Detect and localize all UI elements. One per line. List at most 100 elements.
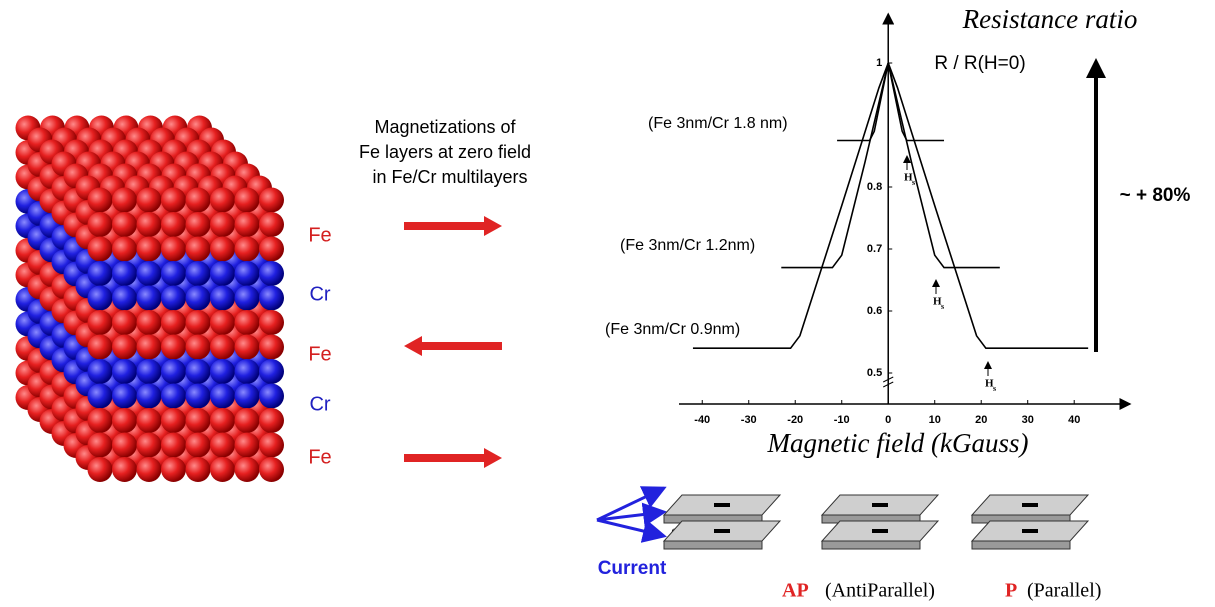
p-text: (Parallel) — [1027, 580, 1101, 602]
y-tick-label: 0.8 — [867, 181, 882, 193]
atom — [112, 359, 137, 384]
atom — [161, 212, 186, 237]
x-tick-label: 10 — [929, 414, 941, 426]
atom — [259, 310, 284, 335]
atom — [88, 433, 113, 458]
atom — [186, 457, 211, 482]
atom — [112, 188, 137, 213]
magnetization-arrows — [404, 216, 502, 468]
current-label: Current — [598, 558, 667, 579]
atom — [112, 237, 137, 262]
layer-label: Cr — [309, 393, 330, 415]
atom — [210, 310, 235, 335]
atom — [210, 433, 235, 458]
atom — [112, 408, 137, 433]
atom — [210, 188, 235, 213]
plate-slot — [1022, 503, 1038, 507]
atom — [161, 384, 186, 409]
atom — [161, 457, 186, 482]
atom — [235, 335, 260, 360]
annotation-sub: s — [993, 384, 996, 393]
caption-line: Fe layers at zero field — [359, 142, 531, 162]
layer-plates — [664, 495, 1088, 549]
atom — [235, 384, 260, 409]
atom — [259, 408, 284, 433]
atom — [112, 310, 137, 335]
atom — [186, 384, 211, 409]
atom — [210, 457, 235, 482]
atom — [186, 359, 211, 384]
x-tick-label: -10 — [834, 414, 850, 426]
atom — [88, 261, 113, 286]
plate-slot — [714, 529, 730, 533]
series-label: (Fe 3nm/Cr 0.9nm) — [605, 321, 740, 338]
y-tick-label: 0.5 — [867, 367, 882, 379]
chart-subtitle: R / R(H=0) — [934, 53, 1025, 74]
atom — [235, 359, 260, 384]
x-tick-label: -20 — [787, 414, 803, 426]
atom — [137, 384, 162, 409]
caption-line: Magnetizations of — [374, 117, 516, 137]
atom — [235, 286, 260, 311]
atom — [210, 237, 235, 262]
atom — [259, 188, 284, 213]
atom — [88, 212, 113, 237]
x-axis-label: Magnetic field (kGauss) — [767, 428, 1029, 458]
atom — [88, 359, 113, 384]
plate-side — [822, 541, 920, 549]
layer-label: Fe — [308, 446, 331, 468]
series-label: (Fe 3nm/Cr 1.2nm) — [620, 237, 755, 254]
atom — [259, 212, 284, 237]
atom — [210, 212, 235, 237]
x-tick-label: -40 — [694, 414, 710, 426]
atom — [210, 384, 235, 409]
atom — [186, 188, 211, 213]
layer-label: Fe — [308, 224, 331, 246]
atom — [112, 286, 137, 311]
atom — [137, 212, 162, 237]
atom — [186, 335, 211, 360]
atom — [161, 286, 186, 311]
atom — [210, 335, 235, 360]
atom — [112, 457, 137, 482]
plate-slot — [872, 503, 888, 507]
x-tick-label: 0 — [885, 414, 891, 426]
y-tick-label: 0.7 — [867, 243, 882, 255]
layer-label: Cr — [309, 283, 330, 305]
atom — [235, 212, 260, 237]
atom — [137, 457, 162, 482]
atom — [88, 384, 113, 409]
atom — [112, 433, 137, 458]
atom — [259, 384, 284, 409]
atom — [210, 359, 235, 384]
atom — [235, 433, 260, 458]
atom — [259, 286, 284, 311]
atom — [161, 310, 186, 335]
atom — [112, 335, 137, 360]
atom — [186, 212, 211, 237]
atom — [112, 261, 137, 286]
atom — [186, 286, 211, 311]
atom — [161, 408, 186, 433]
atom — [161, 237, 186, 262]
plate-side — [664, 541, 762, 549]
atom — [137, 310, 162, 335]
atom — [137, 408, 162, 433]
x-tick-label: 30 — [1022, 414, 1034, 426]
atom — [137, 359, 162, 384]
atom — [137, 433, 162, 458]
atom — [137, 261, 162, 286]
atom — [235, 237, 260, 262]
plate-slot — [714, 503, 730, 507]
multilayer-stack — [16, 116, 285, 483]
atom — [161, 261, 186, 286]
atom — [186, 237, 211, 262]
figure: Magnetizations of Fe layers at zero fiel… — [0, 0, 1215, 607]
atom — [259, 457, 284, 482]
page: {"labels": { "magnetization_caption": ["… — [0, 0, 1215, 607]
atom — [137, 286, 162, 311]
change-arrow-head — [1086, 58, 1106, 78]
p-label: P — [1005, 580, 1017, 602]
atom — [259, 237, 284, 262]
